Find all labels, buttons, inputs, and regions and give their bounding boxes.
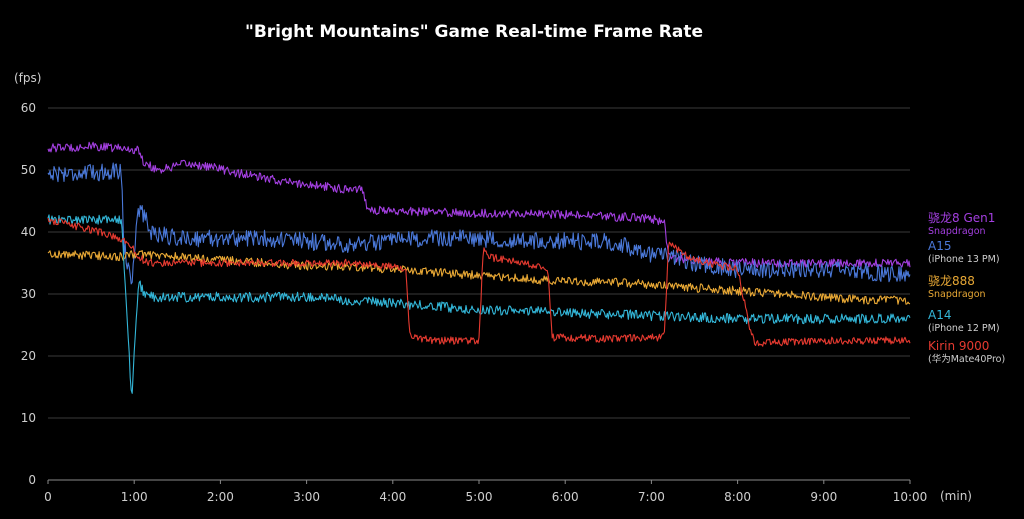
series-line-1: [47, 162, 911, 285]
y-axis-unit: (fps): [14, 71, 41, 85]
y-tick-label: 20: [21, 349, 36, 363]
x-tick-label: 7:00: [638, 490, 665, 504]
series-line-2: [47, 250, 911, 305]
x-tick-label: 1:00: [121, 490, 148, 504]
legend-label-3: A14: [928, 308, 951, 322]
x-tick-label: 8:00: [724, 490, 751, 504]
x-tick-label: 2:00: [207, 490, 234, 504]
legend-sublabel-0: Snapdragon: [928, 226, 986, 237]
legend-sublabel-1: (iPhone 13 PM): [928, 254, 1000, 265]
y-tick-label: 40: [21, 225, 36, 239]
x-axis-unit: (min): [940, 489, 972, 503]
legend-label-2: 骁龙888: [928, 274, 975, 288]
series-lines: [47, 141, 911, 394]
legend-sublabel-4: (华为Mate40Pro): [928, 353, 1005, 365]
series-line-0: [47, 141, 911, 268]
legend-sublabel-2: Snapdragon: [928, 289, 986, 300]
y-tick-label: 30: [21, 287, 36, 301]
x-tick-label: 5:00: [466, 490, 493, 504]
y-tick-label: 50: [21, 163, 36, 177]
x-tick-label: 4:00: [379, 490, 406, 504]
chart-title: "Bright Mountains" Game Real-time Frame …: [245, 22, 703, 42]
x-tick-label: 9:00: [810, 490, 837, 504]
x-tick-label: 6:00: [552, 490, 579, 504]
x-tick-label: 0: [44, 490, 52, 504]
x-tick-label: 3:00: [293, 490, 320, 504]
series-line-3: [47, 214, 911, 394]
legend-label-0: 骁龙8 Gen1: [928, 211, 995, 225]
legend-label-4: Kirin 9000: [928, 339, 989, 353]
y-tick-label: 0: [28, 473, 36, 487]
x-tick-label: 10:00: [893, 490, 928, 504]
grid-lines: [48, 107, 910, 481]
y-axis: 0 10 20 30 40 50 60: [21, 101, 36, 487]
y-tick-label: 10: [21, 411, 36, 425]
y-tick-label: 60: [21, 101, 36, 115]
x-axis: 0 1:00 2:00 3:00 4:00 5:00 6:00 7:00 8:00 9:00 10:…: [44, 480, 927, 504]
legend-label-1: A15: [928, 239, 951, 253]
legend-sublabel-3: (iPhone 12 PM): [928, 323, 1000, 334]
series-line-4: [47, 217, 911, 347]
